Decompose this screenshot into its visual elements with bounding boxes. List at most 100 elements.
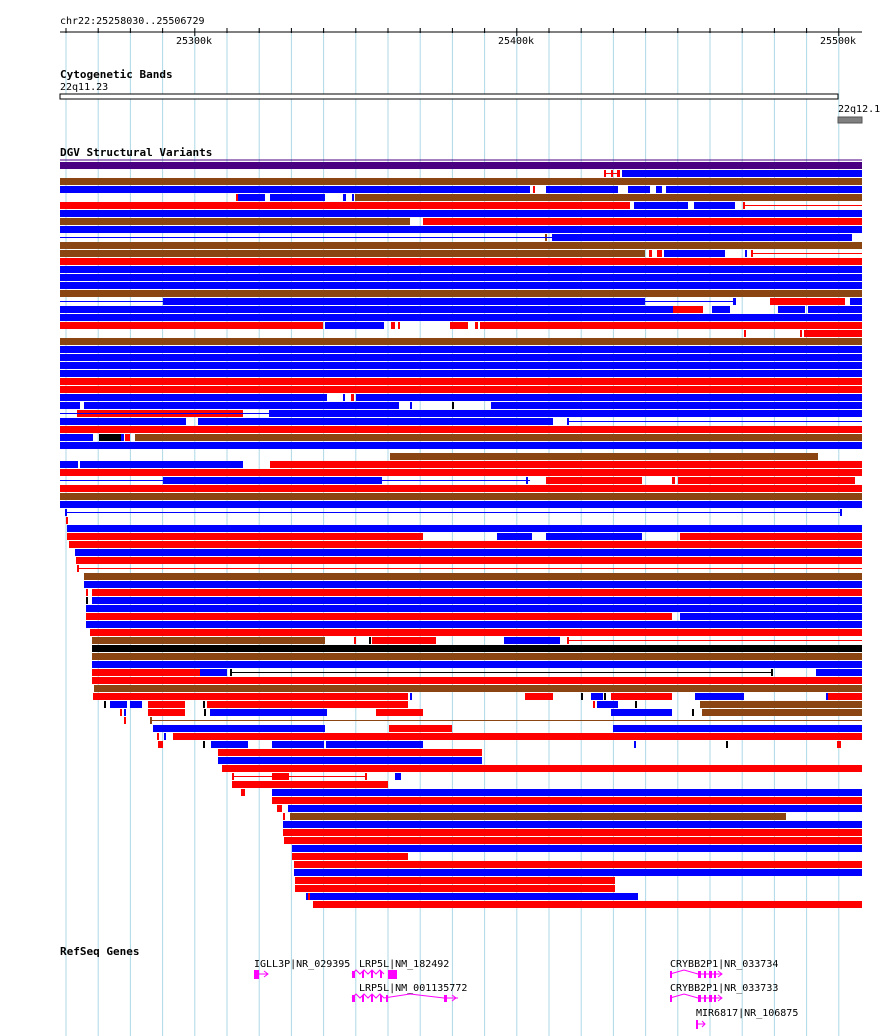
structural-variant[interactable]	[150, 717, 152, 724]
structural-variant[interactable]	[743, 202, 745, 209]
structural-variant[interactable]	[398, 322, 400, 329]
structural-variant[interactable]	[343, 394, 345, 401]
structural-variant[interactable]	[148, 709, 185, 716]
structural-variant[interactable]	[770, 298, 845, 305]
structural-variant[interactable]	[837, 741, 841, 748]
structural-variant[interactable]	[60, 362, 862, 369]
structural-variant[interactable]	[593, 701, 595, 708]
structural-variant[interactable]	[673, 306, 703, 313]
structural-variant[interactable]	[695, 693, 744, 700]
structural-variant[interactable]	[657, 250, 662, 257]
structural-variant[interactable]	[376, 709, 423, 716]
structural-variant[interactable]	[230, 669, 232, 676]
structural-variant[interactable]	[804, 330, 862, 337]
structural-variant[interactable]	[60, 322, 323, 329]
structural-variant[interactable]	[232, 773, 234, 780]
structural-variant[interactable]	[680, 613, 862, 620]
structural-variant[interactable]	[60, 442, 862, 449]
structural-variant[interactable]	[135, 434, 862, 441]
structural-variant[interactable]	[203, 701, 205, 708]
structural-variant[interactable]	[86, 621, 862, 628]
structural-variant[interactable]	[60, 434, 93, 441]
structural-variant[interactable]	[60, 218, 410, 225]
structural-variant[interactable]	[283, 829, 862, 836]
structural-variant[interactable]	[121, 434, 124, 441]
structural-variant[interactable]	[60, 394, 327, 401]
structural-variant[interactable]	[207, 701, 408, 708]
structural-variant[interactable]	[628, 186, 650, 193]
structural-variant[interactable]	[525, 693, 553, 700]
structural-variant[interactable]	[277, 805, 282, 812]
structural-variant[interactable]	[60, 426, 862, 433]
structural-variant[interactable]	[295, 885, 615, 892]
structural-variant[interactable]	[210, 709, 327, 716]
structural-variant[interactable]	[153, 725, 325, 732]
structural-variant[interactable]	[622, 170, 862, 177]
structural-variant[interactable]	[355, 194, 862, 201]
structural-variant[interactable]	[84, 581, 862, 588]
structural-variant[interactable]	[60, 306, 673, 313]
structural-variant[interactable]	[475, 322, 478, 329]
structural-variant[interactable]	[92, 589, 862, 596]
structural-variant[interactable]	[591, 693, 603, 700]
structural-variant[interactable]	[60, 162, 862, 169]
structural-variant[interactable]	[808, 306, 862, 313]
structural-variant[interactable]	[611, 709, 672, 716]
structural-variant[interactable]	[272, 773, 289, 780]
structural-variant[interactable]	[526, 477, 528, 484]
structural-variant[interactable]	[60, 370, 862, 377]
structural-variant[interactable]	[236, 194, 238, 201]
structural-variant[interactable]	[546, 186, 618, 193]
structural-variant[interactable]	[65, 509, 67, 516]
structural-variant[interactable]	[222, 765, 862, 772]
structural-variant[interactable]	[581, 693, 583, 700]
structural-variant[interactable]	[292, 845, 862, 852]
structural-variant[interactable]	[272, 741, 324, 748]
structural-variant[interactable]	[284, 837, 862, 844]
structural-variant[interactable]	[60, 258, 862, 265]
structural-variant[interactable]	[269, 410, 862, 417]
structural-variant[interactable]	[423, 218, 862, 225]
structural-variant[interactable]	[372, 637, 436, 644]
structural-variant[interactable]	[450, 322, 468, 329]
structural-variant[interactable]	[60, 402, 80, 409]
gene-lrp5l-nm-001135772[interactable]	[351, 993, 458, 1002]
structural-variant[interactable]	[272, 789, 862, 796]
structural-variant[interactable]	[546, 533, 642, 540]
structural-variant[interactable]	[60, 242, 862, 249]
structural-variant[interactable]	[840, 509, 842, 516]
structural-variant[interactable]	[60, 469, 862, 476]
structural-variant[interactable]	[238, 194, 265, 201]
structural-variant[interactable]	[816, 669, 862, 676]
structural-variant[interactable]	[92, 653, 862, 660]
structural-variant[interactable]	[270, 194, 325, 201]
structural-variant[interactable]	[354, 637, 356, 644]
structural-variant[interactable]	[80, 461, 243, 468]
structural-variant[interactable]	[326, 741, 423, 748]
structural-variant[interactable]	[94, 685, 862, 692]
structural-variant[interactable]	[452, 402, 454, 409]
structural-variant[interactable]	[163, 298, 645, 305]
structural-variant[interactable]	[60, 186, 530, 193]
structural-variant[interactable]	[356, 394, 862, 401]
structural-variant[interactable]	[60, 485, 862, 492]
structural-variant[interactable]	[800, 330, 802, 337]
structural-variant[interactable]	[173, 733, 862, 740]
structural-variant[interactable]	[92, 661, 862, 668]
structural-variant[interactable]	[480, 322, 862, 329]
structural-variant[interactable]	[343, 194, 346, 201]
structural-variant[interactable]	[294, 861, 862, 868]
structural-variant[interactable]	[744, 330, 746, 337]
structural-variant[interactable]	[666, 186, 862, 193]
structural-variant[interactable]	[99, 434, 121, 441]
structural-variant[interactable]	[391, 322, 395, 329]
structural-variant[interactable]	[850, 298, 862, 305]
structural-variant[interactable]	[389, 725, 452, 732]
structural-variant[interactable]	[60, 178, 862, 185]
structural-variant[interactable]	[771, 669, 773, 676]
structural-variant[interactable]	[635, 701, 637, 708]
structural-variant[interactable]	[60, 266, 862, 273]
gene-crybb2p1-nr-033734[interactable]	[669, 969, 723, 978]
structural-variant[interactable]	[92, 669, 200, 676]
